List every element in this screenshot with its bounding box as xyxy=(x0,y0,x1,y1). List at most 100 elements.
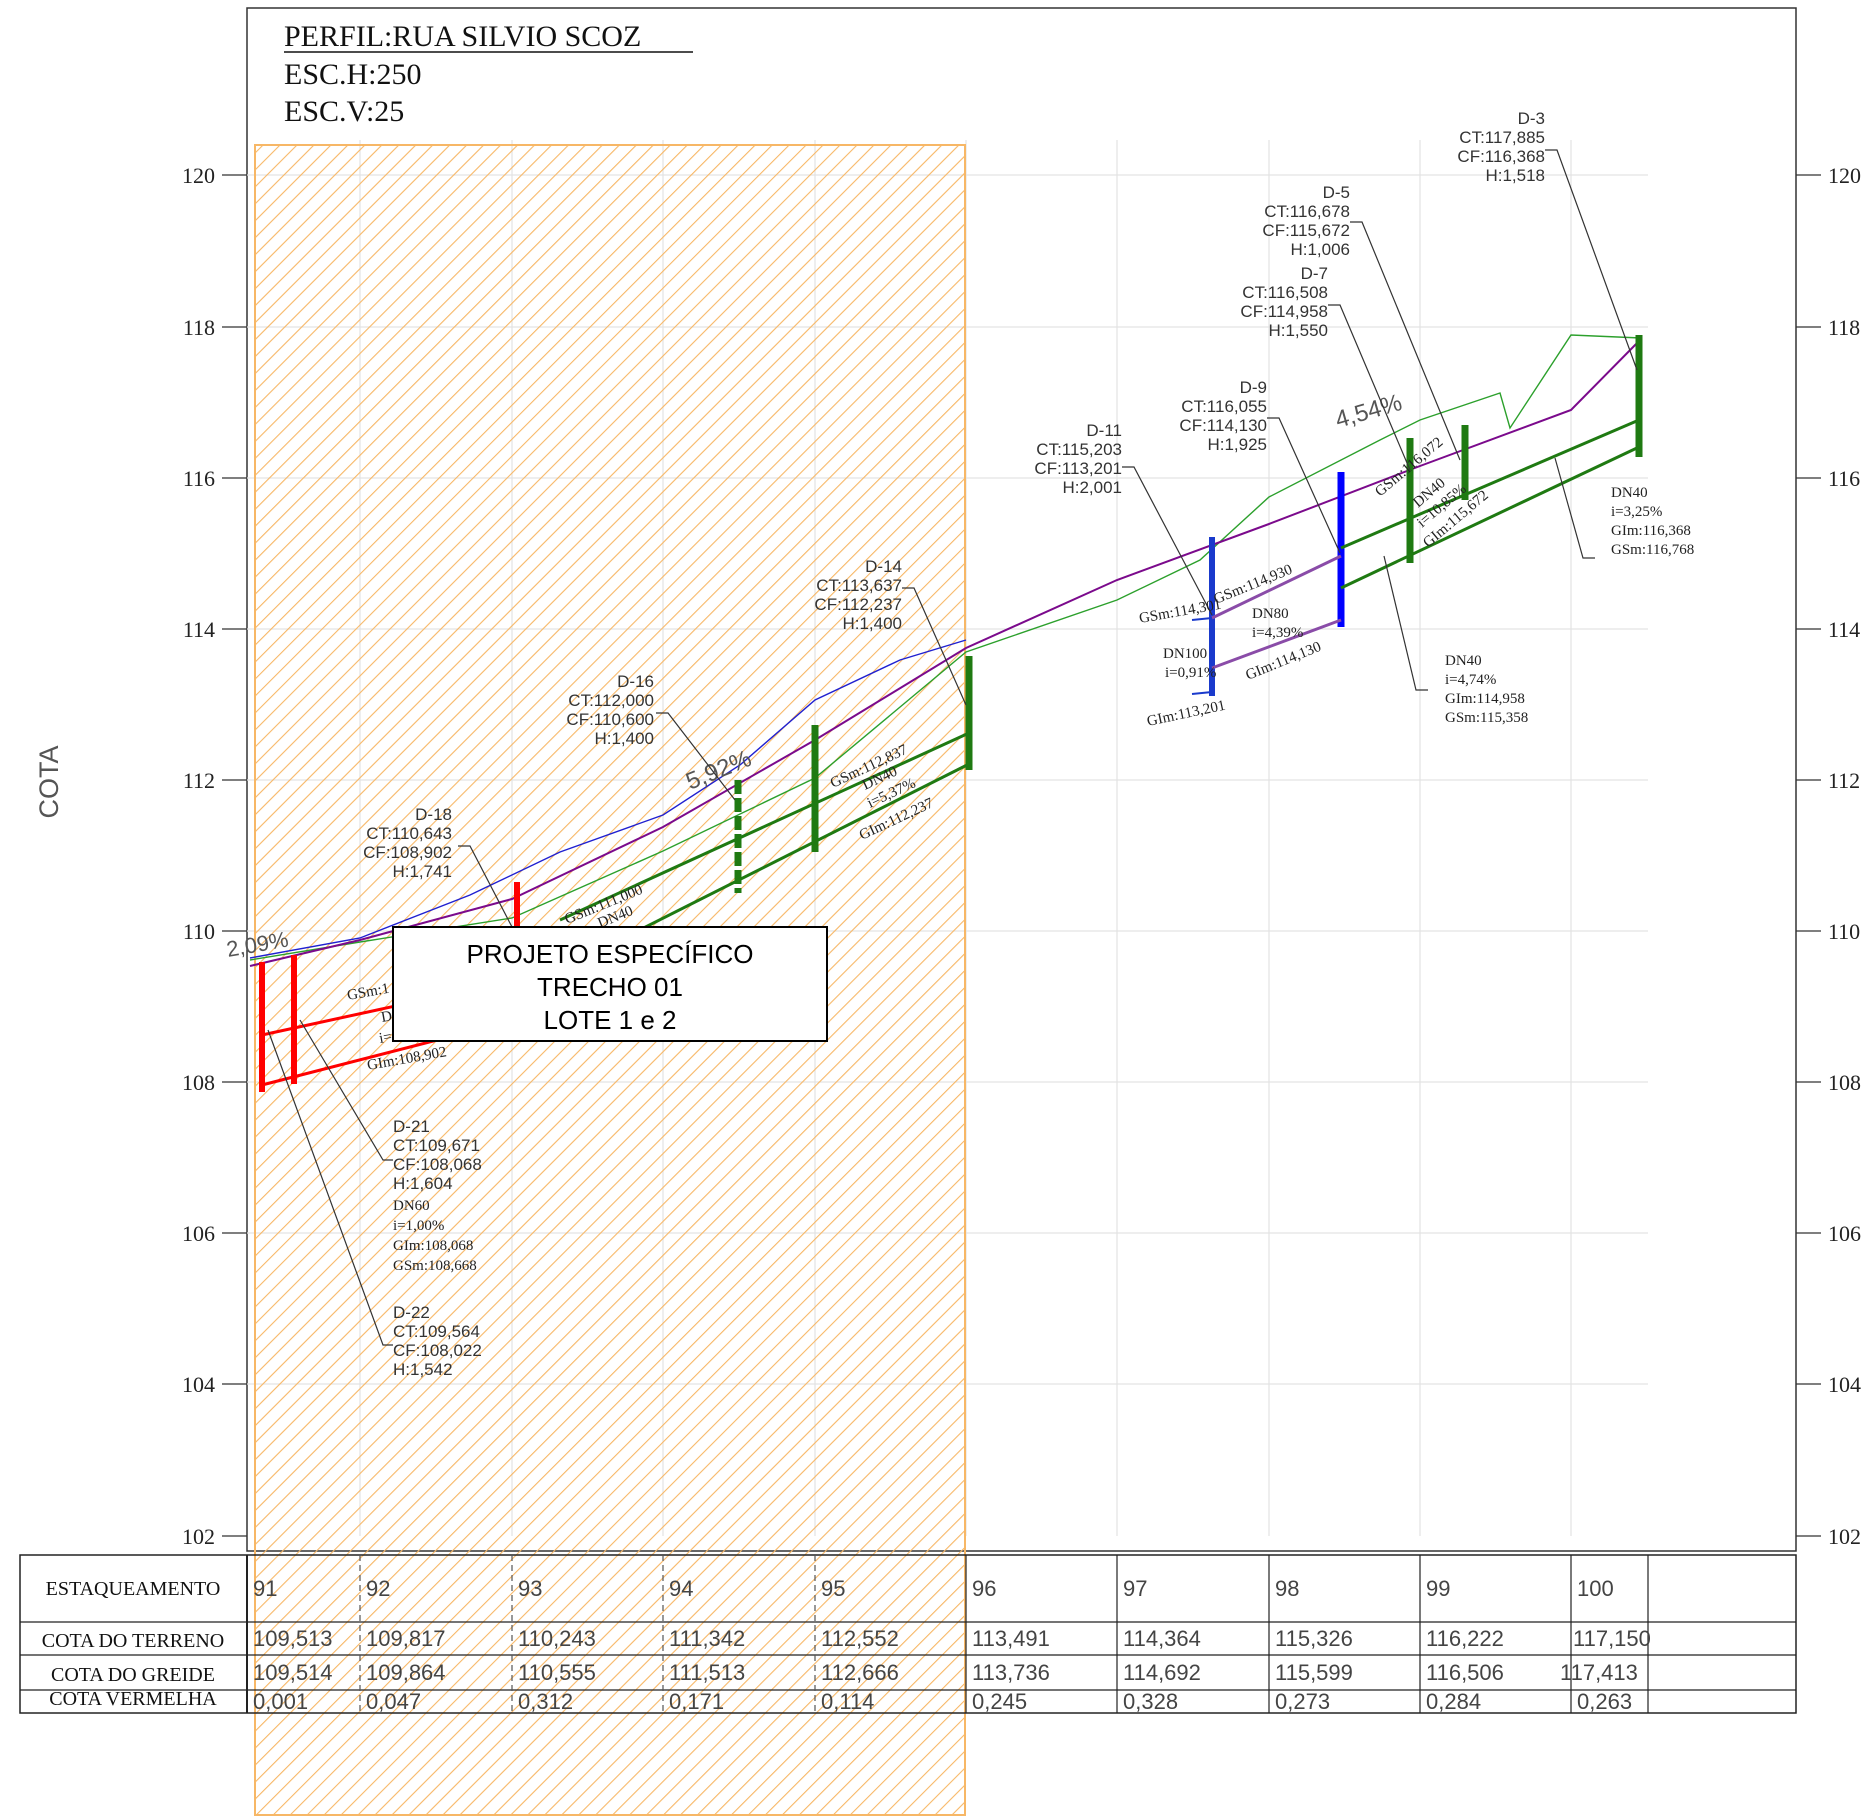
tick-label: 120 xyxy=(182,163,215,188)
table-cell: 0,312 xyxy=(518,1689,573,1714)
table-cell: 110,555 xyxy=(518,1660,596,1685)
table-cell: 114,364 xyxy=(1123,1626,1201,1651)
table-cell: 110,243 xyxy=(518,1626,596,1651)
pipe-gi: GIm:114,130 xyxy=(1244,639,1324,684)
node-ct: CT:116,508 xyxy=(1242,283,1328,302)
callout-line3: LOTE 1 e 2 xyxy=(544,1005,677,1035)
table-cell: 96 xyxy=(972,1576,996,1601)
node-ct: CT:113,637 xyxy=(816,576,902,595)
tick-label: 116 xyxy=(183,466,215,491)
table-cell: 109,514 xyxy=(253,1660,333,1685)
table-cell: 94 xyxy=(669,1576,693,1601)
tick-label: 112 xyxy=(183,768,215,793)
pipe-slope: i=0,91% xyxy=(1165,665,1216,681)
table-cell: 0,245 xyxy=(972,1689,1027,1714)
node-name: D-16 xyxy=(617,672,654,691)
tick-label: 106 xyxy=(182,1221,215,1246)
node-name: D-9 xyxy=(1240,378,1267,397)
pipe-gi: GIm:116,368 xyxy=(1611,523,1691,539)
node-ct: CT:109,671 xyxy=(393,1136,480,1155)
profile-table: ESTAQUEAMENTO COTA DO TERRENO COTA DO GR… xyxy=(19,1554,1797,1714)
node-h: H:1,400 xyxy=(594,729,654,748)
node-labels-left: D-21 CT:109,671 CF:108,068 H:1,604 D-22 … xyxy=(393,1117,482,1379)
table-cell: 111,513 xyxy=(669,1660,745,1685)
table-cell: 0,171 xyxy=(669,1689,724,1714)
blue-profile-line xyxy=(249,639,967,959)
table-cell: 109,864 xyxy=(366,1660,446,1685)
table-cell: 0,328 xyxy=(1123,1689,1178,1714)
table-cell: 93 xyxy=(518,1576,542,1601)
axis-ticks xyxy=(222,174,1821,1537)
tick-label: 112 xyxy=(1828,768,1860,793)
node-h: H:1,006 xyxy=(1290,240,1350,259)
node-cf: CF:114,958 xyxy=(1240,302,1328,321)
pipe-dn: DN40 xyxy=(1611,485,1648,501)
scale-h: ESC.H:250 xyxy=(284,58,422,91)
node-ct: CT:117,885 xyxy=(1459,128,1545,147)
tick-label: 102 xyxy=(1828,1524,1861,1549)
table-cell: 92 xyxy=(366,1576,390,1601)
pipe-dn: DN40 xyxy=(1445,653,1482,669)
terrain-line xyxy=(249,334,1642,961)
table-cell: 113,736 xyxy=(972,1660,1050,1685)
table-cell: 91 xyxy=(253,1576,277,1601)
node-labels: D-3 CT:117,885 CF:116,368 H:1,518 D-5 CT… xyxy=(363,109,1545,881)
node-h: H:1,542 xyxy=(393,1360,453,1379)
node-h: H:2,001 xyxy=(1062,478,1122,497)
node-h: H:1,518 xyxy=(1485,166,1545,185)
node-ct: CT:116,055 xyxy=(1181,397,1267,416)
tick-label: 104 xyxy=(1828,1372,1861,1397)
pipe-dn: DN100 xyxy=(1163,646,1207,662)
table-cell: 116,222 xyxy=(1426,1626,1504,1651)
pipe-gs: GSm:116,768 xyxy=(1611,542,1694,558)
table-cell: 113,491 xyxy=(972,1626,1050,1651)
node-name: D-5 xyxy=(1323,183,1350,202)
tick-label: 114 xyxy=(183,617,215,642)
pipe-gi: GIm:108,068 xyxy=(393,1238,473,1254)
pipe-gi: GIm:114,958 xyxy=(1445,691,1525,707)
table-cell: 109,513 xyxy=(253,1626,333,1651)
node-cf: CF:112,237 xyxy=(814,595,902,614)
row-header: ESTAQUEAMENTO xyxy=(46,1578,221,1600)
table-cell: 98 xyxy=(1275,1576,1299,1601)
pipe-dn: DN80 xyxy=(1252,606,1289,622)
leader-lines xyxy=(267,149,1638,1346)
node-cf: CF:115,672 xyxy=(1262,221,1350,240)
table-cell: 111,342 xyxy=(669,1626,745,1651)
pipe-gs: GSm:115,358 xyxy=(1445,710,1528,726)
node-cf: CF:108,022 xyxy=(393,1341,482,1360)
node-ct: CT:115,203 xyxy=(1036,440,1122,459)
axis-title: COTA xyxy=(34,746,64,819)
node-cf: CF:108,068 xyxy=(393,1155,482,1174)
table-cell: 97 xyxy=(1123,1576,1147,1601)
node-ct: CT:109,564 xyxy=(393,1322,480,1341)
pipe-gi: GIm:113,201 xyxy=(1146,698,1227,730)
tick-label: 114 xyxy=(1828,617,1860,642)
tick-label: 104 xyxy=(182,1372,215,1397)
table-cell: 115,326 xyxy=(1275,1626,1353,1651)
pipe-dn: DN60 xyxy=(393,1198,430,1214)
table-cell: 99 xyxy=(1426,1576,1450,1601)
slope-label: 4,54% xyxy=(1332,389,1405,434)
tick-label: 118 xyxy=(183,315,215,340)
pipe-slope: i=4,74% xyxy=(1445,672,1496,688)
node-cf: CF:116,368 xyxy=(1457,147,1545,166)
blue-pipes xyxy=(1191,472,1345,696)
node-cf: CF:114,130 xyxy=(1179,416,1267,435)
scale-v: ESC.V:25 xyxy=(284,95,404,128)
node-ct: CT:110,643 xyxy=(366,824,452,843)
row-header: COTA DO GREIDE xyxy=(51,1664,215,1686)
node-name: D-3 xyxy=(1518,109,1545,128)
pipe-gs: GSm:1 xyxy=(346,981,391,1004)
green-pipes-right xyxy=(1340,335,1643,590)
row-header: COTA VERMELHA xyxy=(49,1688,217,1710)
axis-labels: 120 118 116 114 112 110 108 106 104 102 … xyxy=(182,163,1861,1549)
table-cell: 109,817 xyxy=(366,1626,446,1651)
tick-label: 110 xyxy=(183,919,215,944)
node-name: D-22 xyxy=(393,1303,430,1322)
table-cell: 117,413 xyxy=(1560,1660,1638,1685)
pipe-slope: i= xyxy=(378,1029,393,1047)
node-name: D-18 xyxy=(415,805,452,824)
drawing-title: PERFIL:RUA SILVIO SCOZ xyxy=(284,20,641,53)
